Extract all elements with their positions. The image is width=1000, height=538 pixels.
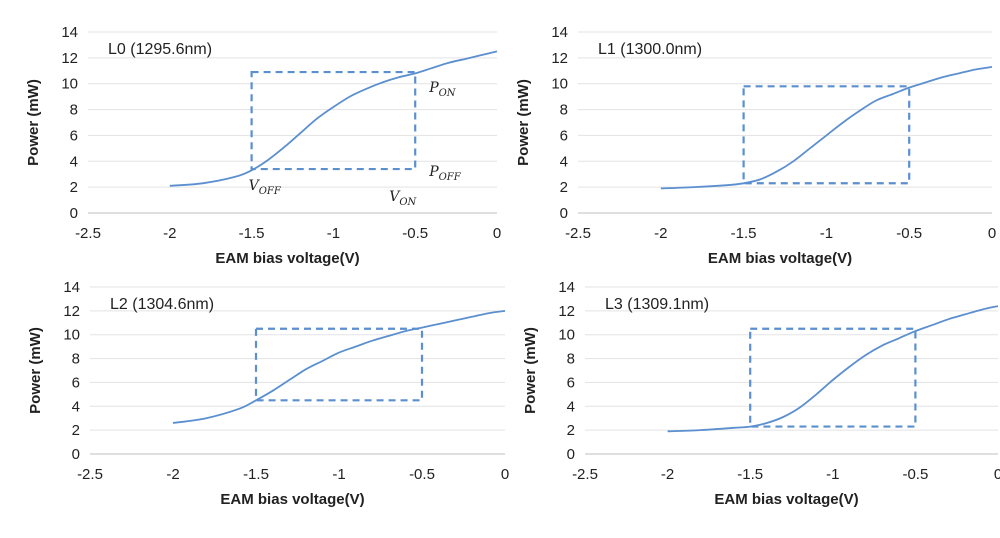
x-tick-label: 0 xyxy=(501,466,509,483)
y-axis-label: Power (mW) xyxy=(515,79,532,166)
y-tick-label: 0 xyxy=(567,446,575,463)
x-tick-label: 0 xyxy=(988,225,996,242)
chart-panel-1: 0 2 4 6 8 10 12 14 -2.5 -2 -1.5 -1 -0.5 0 Power (mW) EA… xyxy=(515,24,996,267)
y-tick-label: 2 xyxy=(72,422,80,439)
chart-panel-0: 0 2 4 6 8 10 12 14 -2.5 -2 -1.5 -1 -0.5 0 Power (mW) EA… xyxy=(25,24,501,267)
annotation-v-on: VON xyxy=(389,189,417,208)
x-tick-label: -2.5 xyxy=(75,225,101,242)
x-tick-label: 0 xyxy=(493,225,501,242)
x-axis-label: EAM bias voltage(V) xyxy=(708,250,852,267)
y-tick-label: 4 xyxy=(70,153,78,170)
annotation-v-on-symbol: V xyxy=(389,189,401,205)
operating-window-box xyxy=(254,327,424,402)
annotation-p-off: POFF xyxy=(428,164,462,183)
y-tick-label: 12 xyxy=(63,303,80,320)
y-tick-label: 0 xyxy=(560,205,568,222)
y-tick-label: 2 xyxy=(70,179,78,196)
annotation-v-off-subscript: OFF xyxy=(259,186,282,197)
annotation-p-on: PON xyxy=(428,80,457,99)
annotation-v-off: VOFF xyxy=(249,178,282,197)
chart-title: L0 (1295.6nm) xyxy=(108,41,212,58)
y-tick-label: 10 xyxy=(63,327,80,344)
x-tick-label: -0.5 xyxy=(896,225,922,242)
y-tick-label: 10 xyxy=(61,76,78,93)
x-tick-label: -1 xyxy=(332,466,345,483)
y-tick-label: 14 xyxy=(551,24,568,41)
x-tick-label: -1.5 xyxy=(731,225,757,242)
annotation-p-off-symbol: P xyxy=(428,164,439,180)
y-tick-label: 12 xyxy=(61,50,78,67)
x-axis-label: EAM bias voltage(V) xyxy=(714,491,858,508)
x-tick-label: -1 xyxy=(327,225,340,242)
y-tick-label: 6 xyxy=(72,374,80,391)
x-tick-label: -2 xyxy=(661,466,674,483)
series-line xyxy=(169,50,498,187)
x-tick-label: -2 xyxy=(163,225,176,242)
series-line xyxy=(172,310,506,424)
y-tick-label: 2 xyxy=(560,179,568,196)
y-tick-label: 4 xyxy=(560,153,568,170)
x-axis-label: EAM bias voltage(V) xyxy=(220,491,364,508)
y-axis-label: Power (mW) xyxy=(27,327,44,414)
chart-title: L3 (1309.1nm) xyxy=(605,296,709,313)
annotation-p-on-subscript: ON xyxy=(439,88,457,99)
y-tick-label: 0 xyxy=(72,446,80,463)
chart-title: L1 (1300.0nm) xyxy=(598,41,702,58)
y-tick-label: 14 xyxy=(558,279,575,296)
x-tick-label: -1 xyxy=(820,225,833,242)
y-tick-label: 4 xyxy=(72,398,80,415)
y-tick-label: 10 xyxy=(551,76,568,93)
y-tick-label: 8 xyxy=(70,102,78,119)
x-tick-label: -1.5 xyxy=(243,466,269,483)
chart-panel-2: 0 2 4 6 8 10 12 14 -2.5 -2 -1.5 -1 -0.5 0 Power (mW) EA… xyxy=(27,279,509,508)
x-tick-label: -0.5 xyxy=(902,466,928,483)
x-tick-label: -2.5 xyxy=(565,225,591,242)
x-tick-label: -1.5 xyxy=(737,466,763,483)
y-tick-label: 12 xyxy=(558,303,575,320)
y-tick-label: 14 xyxy=(63,279,80,296)
chart-title: L2 (1304.6nm) xyxy=(110,296,214,313)
y-tick-label: 0 xyxy=(70,205,78,222)
x-axis-label: EAM bias voltage(V) xyxy=(215,250,359,267)
y-tick-label: 6 xyxy=(70,127,78,144)
x-tick-label: -1 xyxy=(826,466,839,483)
x-tick-label: 0 xyxy=(994,466,1000,483)
chart-panel-3: 0 2 4 6 8 10 12 14 -2.5 -2 -1.5 -1 -0.5 0 Power (mW) EA… xyxy=(522,279,1000,508)
y-tick-label: 8 xyxy=(72,351,80,368)
operating-window-box xyxy=(250,70,417,171)
y-tick-label: 2 xyxy=(567,422,575,439)
x-tick-label: -2.5 xyxy=(77,466,103,483)
annotation-p-off-subscript: OFF xyxy=(439,172,462,183)
x-tick-label: -0.5 xyxy=(409,466,435,483)
y-axis-label: Power (mW) xyxy=(522,327,539,414)
y-tick-label: 10 xyxy=(558,327,575,344)
x-tick-label: -2 xyxy=(166,466,179,483)
y-axis-label: Power (mW) xyxy=(25,79,42,166)
y-tick-label: 14 xyxy=(61,24,78,41)
x-tick-label: -1.5 xyxy=(239,225,265,242)
x-tick-label: -2 xyxy=(654,225,667,242)
y-tick-label: 8 xyxy=(567,351,575,368)
y-tick-label: 6 xyxy=(560,127,568,144)
series-line xyxy=(667,305,999,433)
x-tick-label: -0.5 xyxy=(402,225,428,242)
y-tick-label: 8 xyxy=(560,102,568,119)
annotation-v-off-symbol: V xyxy=(249,178,261,194)
y-tick-label: 6 xyxy=(567,374,575,391)
y-tick-label: 12 xyxy=(551,50,568,67)
annotation-p-on-symbol: P xyxy=(428,80,439,96)
series-line xyxy=(660,66,993,190)
y-tick-label: 4 xyxy=(567,398,575,415)
x-tick-label: -2.5 xyxy=(572,466,598,483)
annotation-v-on-subscript: ON xyxy=(399,197,417,208)
operating-window-box xyxy=(749,327,917,428)
